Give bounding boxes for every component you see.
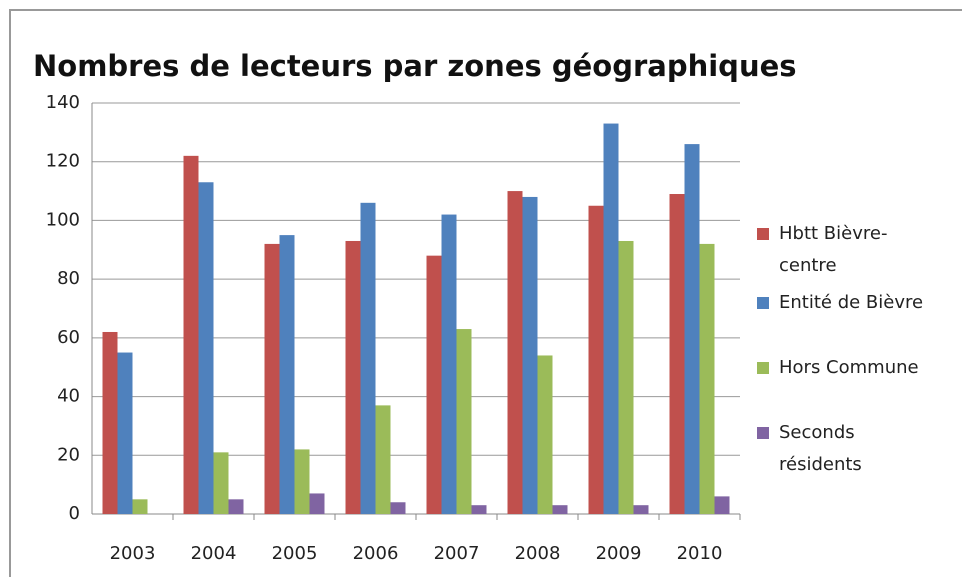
bar xyxy=(699,243,715,514)
bar xyxy=(360,202,376,515)
bar xyxy=(132,499,148,514)
y-tick-label: 60 xyxy=(57,327,80,348)
legend-label: Hors Commune xyxy=(779,357,919,378)
legend-swatch xyxy=(757,427,769,439)
legend-label: Seconds résidents xyxy=(779,422,862,475)
legend-item: Entité de Bièvre xyxy=(757,271,957,335)
y-tick-label: 120 xyxy=(46,151,80,172)
x-tick-label: 2007 xyxy=(434,543,480,564)
bar xyxy=(441,214,457,515)
x-tick-label: 2003 xyxy=(110,543,156,564)
bar xyxy=(618,240,634,514)
bar xyxy=(588,205,604,514)
chart-frame xyxy=(9,9,962,577)
bar xyxy=(471,505,487,514)
bar xyxy=(375,405,391,514)
bar xyxy=(537,355,553,514)
bar xyxy=(669,194,685,514)
y-tick-label: 140 xyxy=(46,92,80,113)
bar xyxy=(552,505,568,514)
x-tick-label: 2006 xyxy=(353,543,399,564)
legend-item: Hors Commune xyxy=(757,336,957,400)
x-tick-label: 2008 xyxy=(515,543,561,564)
bar xyxy=(714,496,730,514)
bar xyxy=(456,329,472,514)
bar xyxy=(294,449,310,514)
bar xyxy=(633,505,649,514)
bar xyxy=(228,499,244,514)
y-tick-label: 0 xyxy=(69,503,80,524)
bar xyxy=(309,493,325,514)
legend-label: Entité de Bièvre xyxy=(779,292,924,313)
bar xyxy=(390,502,406,514)
x-tick-label: 2009 xyxy=(596,543,642,564)
bar xyxy=(183,155,199,515)
bar xyxy=(684,144,700,514)
bar xyxy=(102,331,118,514)
x-tick-label: 2005 xyxy=(272,543,318,564)
legend-item: Seconds résidents xyxy=(757,417,957,481)
bar xyxy=(213,452,229,514)
legend-swatch xyxy=(757,228,769,240)
x-tick-label: 2004 xyxy=(191,543,237,564)
bar xyxy=(345,240,361,514)
y-tick-label: 80 xyxy=(57,268,80,289)
chart-title: Nombres de lecteurs par zones géographiq… xyxy=(33,49,797,83)
x-tick-label: 2010 xyxy=(677,543,723,564)
legend-item: Hbtt Bièvre-centre xyxy=(757,218,957,282)
legend-swatch xyxy=(757,362,769,374)
bar xyxy=(426,255,442,514)
bar xyxy=(117,352,133,514)
bar xyxy=(603,123,619,515)
y-tick-label: 40 xyxy=(57,386,80,407)
y-tick-label: 20 xyxy=(57,444,80,465)
bar xyxy=(279,235,295,514)
bar xyxy=(507,191,523,515)
legend-swatch xyxy=(757,297,769,309)
bar xyxy=(264,243,280,514)
bar xyxy=(522,196,538,514)
legend-label: Hbtt Bièvre-centre xyxy=(779,223,888,276)
y-tick-label: 100 xyxy=(46,209,80,230)
bar xyxy=(198,182,214,514)
